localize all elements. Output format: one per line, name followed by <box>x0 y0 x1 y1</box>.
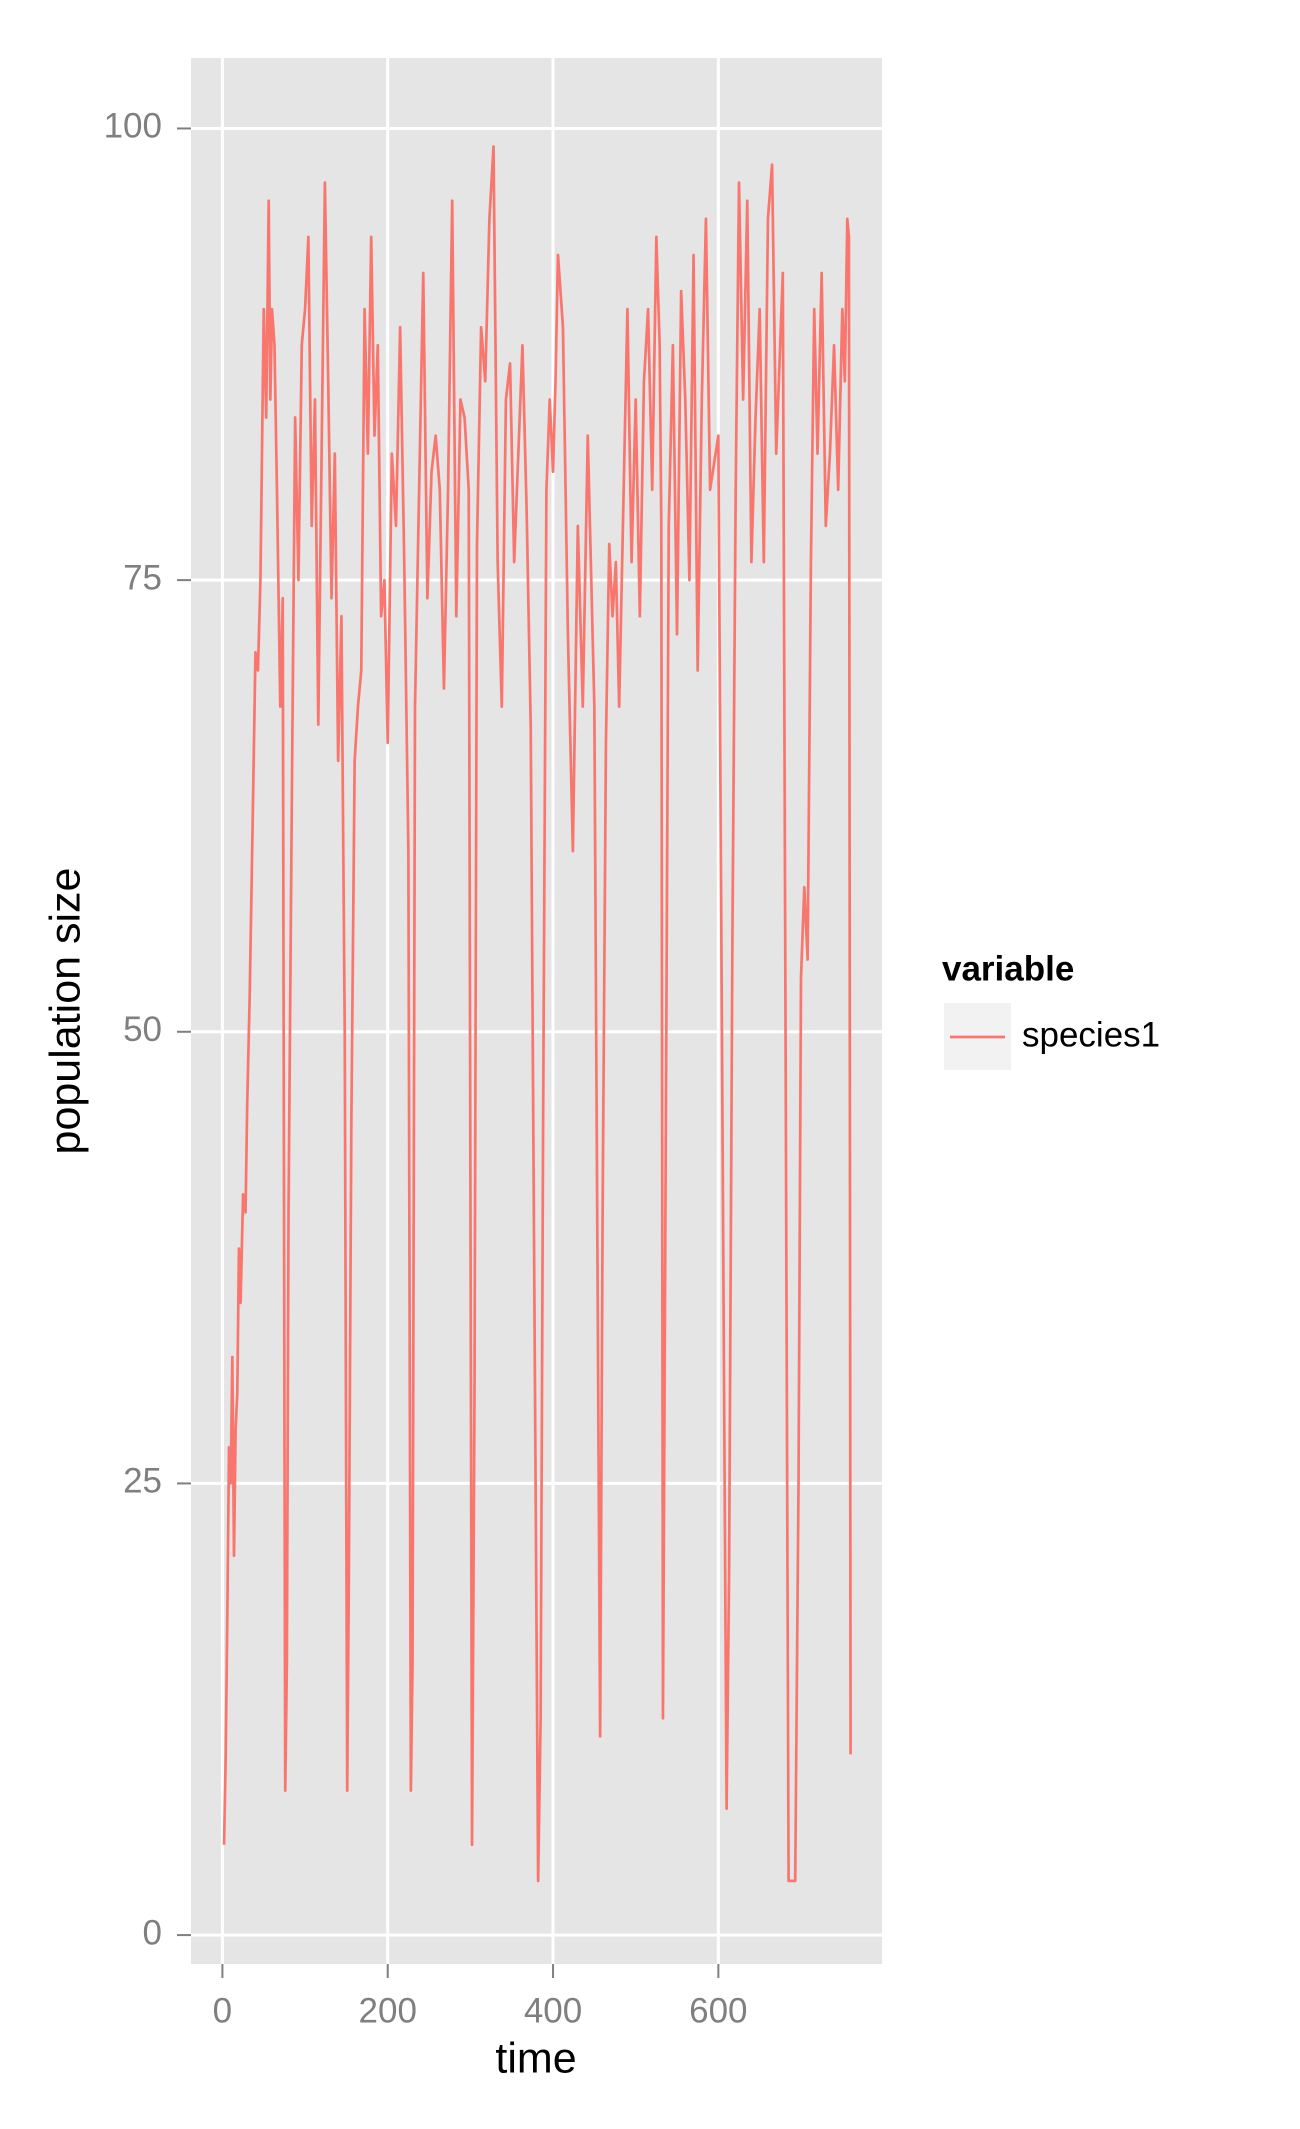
legend-label: species1 <box>1022 1015 1160 1054</box>
x-tick-label: 600 <box>689 1991 747 2030</box>
x-tick-label: 0 <box>213 1991 232 2030</box>
y-tick-label: 25 <box>123 1462 162 1501</box>
series-line <box>222 145 852 1883</box>
legend-title: variable <box>942 949 1074 988</box>
y-tick-label: 100 <box>104 107 162 146</box>
x-tick-label: 400 <box>524 1991 582 2030</box>
x-tick-label: 200 <box>359 1991 417 2030</box>
y-tick-label: 50 <box>123 1010 162 1049</box>
x-axis-title: time <box>495 2034 576 2082</box>
y-tick-label: 0 <box>143 1913 162 1952</box>
y-tick-label: 75 <box>123 558 162 597</box>
marks <box>222 145 852 1883</box>
y-axis-title: population size <box>41 868 89 1155</box>
